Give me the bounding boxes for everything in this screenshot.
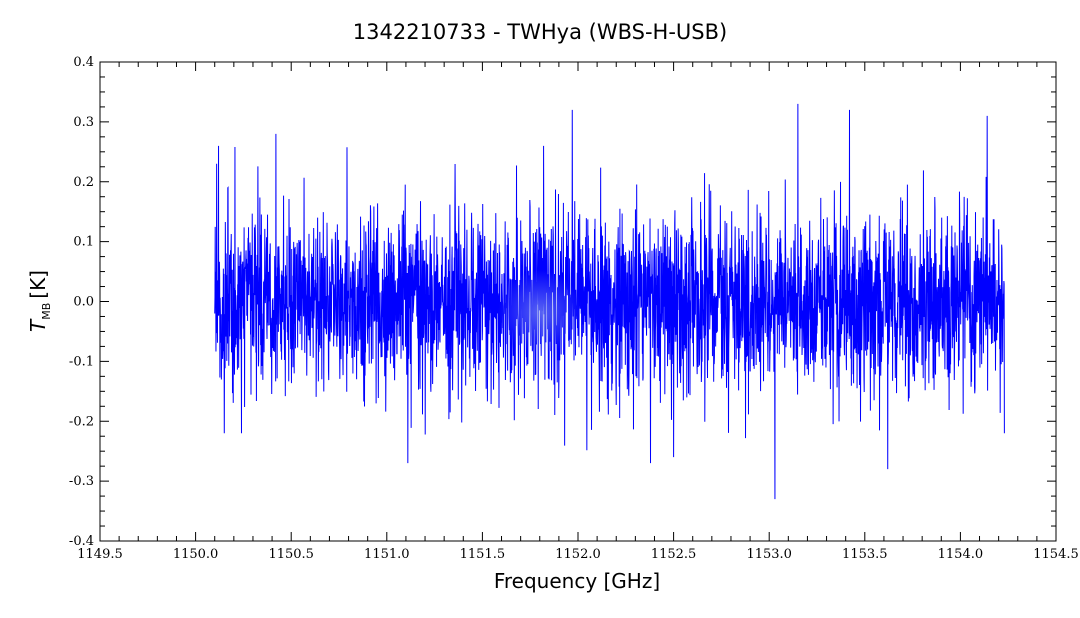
y-tick-label: -0.4 [69, 534, 94, 549]
axis-ticks [99, 61, 1057, 542]
y-tick-label: 0.4 [73, 55, 94, 70]
x-axis-label: Frequency [GHz] [494, 569, 660, 593]
x-tick-label: 1153.5 [842, 547, 888, 562]
x-tick-label: 1154.0 [938, 547, 984, 562]
chart-title: 1342210733 - TWHya (WBS-H-USB) [353, 20, 727, 44]
y-tick-label: -0.1 [69, 354, 94, 369]
series-layer [214, 103, 1005, 500]
x-tick-label: 1151.5 [460, 547, 506, 562]
y-tick-label: 0.0 [73, 295, 94, 310]
y-axis-label-unit: [K] [26, 270, 50, 299]
watermark-logo [498, 270, 582, 354]
y-tick-label: 0.3 [73, 115, 94, 130]
y-tick-label: 0.2 [73, 175, 94, 190]
x-tick-label: 1151.0 [364, 547, 410, 562]
x-tick-labels: 1149.5 1150.0 1150.5 1151.0 1151.5 1152.0 1152… [77, 547, 1079, 562]
spectrum-line [214, 103, 1005, 500]
y-axis-label-subscript: MB [40, 303, 53, 320]
x-tick-label: 1149.5 [77, 547, 123, 562]
x-tick-label: 1154.5 [1033, 547, 1079, 562]
x-tick-label: 1152.5 [651, 547, 697, 562]
y-tick-labels: -0.4 -0.3 -0.2 -0.1 0.0 0.1 0.2 0.3 0.4 [69, 55, 94, 549]
y-tick-label: -0.2 [69, 414, 94, 429]
y-axis-label: TMB [K] [26, 270, 53, 332]
y-tick-label: 0.1 [73, 235, 94, 250]
x-tick-label: 1150.5 [268, 547, 314, 562]
y-tick-label: -0.3 [69, 474, 94, 489]
x-tick-label: 1153.0 [746, 547, 792, 562]
x-tick-label: 1150.0 [173, 547, 219, 562]
y-axis-label-symbol: T [26, 318, 50, 332]
x-tick-label: 1152.0 [555, 547, 601, 562]
